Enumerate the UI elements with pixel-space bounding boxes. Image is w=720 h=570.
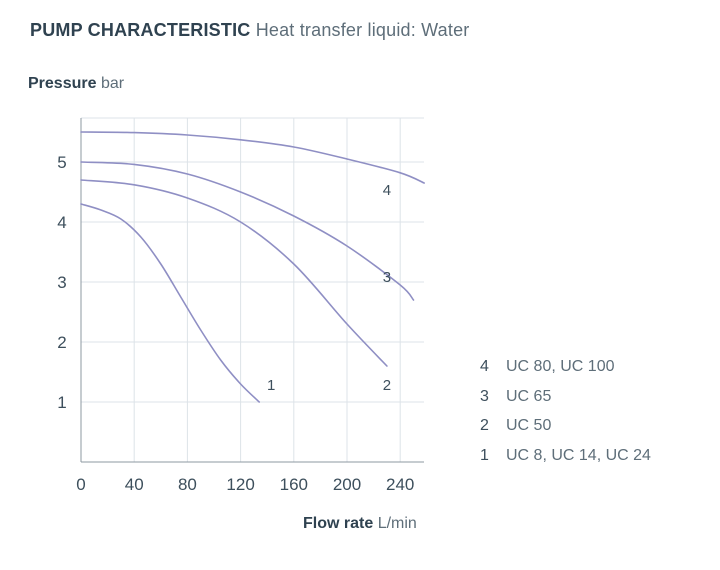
- x-tick-label: 0: [76, 475, 85, 494]
- curve-label: 1: [267, 377, 275, 394]
- y-axis-title-name: Pressure: [28, 75, 97, 92]
- y-tick-label: 1: [57, 393, 66, 412]
- legend-number: 3: [480, 387, 489, 405]
- x-tick-label: 80: [178, 475, 197, 494]
- x-axis-title: Flow rate L/min: [303, 515, 417, 533]
- legend-item: 1 UC 8, UC 14, UC 24: [480, 447, 651, 477]
- x-axis-title-unit: L/min: [377, 515, 417, 532]
- y-tick-label: 2: [57, 333, 66, 352]
- y-tick-label: 5: [57, 153, 66, 172]
- legend-item: 4 UC 80, UC 100: [480, 358, 651, 388]
- legend-label: UC 80, UC 100: [506, 358, 615, 375]
- y-axis-title: Pressure bar: [28, 75, 124, 93]
- legend-number: 1: [480, 446, 489, 464]
- chart-title: PUMP CHARACTERISTIC Heat transfer liquid…: [30, 20, 470, 41]
- curve-label: 4: [383, 182, 391, 199]
- curve-3: [80, 161, 415, 301]
- legend-item: 2 UC 50: [480, 417, 651, 447]
- x-tick-label: 160: [280, 475, 308, 494]
- y-tick-label: 4: [57, 213, 66, 232]
- curve-label: 2: [383, 377, 391, 394]
- curve-1: [80, 203, 261, 403]
- x-tick-label: 240: [386, 475, 414, 494]
- legend: 4 UC 80, UC 100 3 UC 65 2 UC 50 1 UC 8, UC 1…: [480, 358, 651, 476]
- legend-label: UC 8, UC 14, UC 24: [506, 446, 651, 464]
- x-tick-label: 40: [125, 475, 144, 494]
- chart-title-bold: PUMP CHARACTERISTIC: [30, 20, 251, 40]
- chart-title-subtitle: Heat transfer liquid: Water: [255, 20, 470, 40]
- curve-label: 3: [383, 269, 391, 286]
- legend-item: 3 UC 65: [480, 388, 651, 418]
- legend-number: 2: [480, 417, 489, 434]
- x-axis-title-name: Flow rate: [303, 515, 374, 532]
- legend-label: UC 50: [506, 417, 552, 434]
- x-tick-label: 200: [333, 475, 361, 494]
- legend-number: 4: [480, 358, 489, 375]
- curve-2: [80, 179, 388, 367]
- x-tick-label: 120: [226, 475, 254, 494]
- y-axis-title-unit: bar: [100, 75, 125, 92]
- y-tick-label: 3: [57, 273, 66, 292]
- curve-4: [80, 131, 425, 184]
- legend-label: UC 65: [506, 387, 552, 405]
